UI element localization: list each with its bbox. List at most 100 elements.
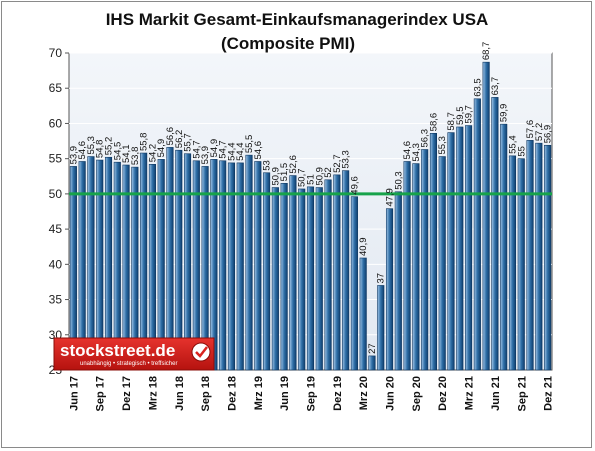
data-label: 55,7 [183, 133, 194, 152]
x-axis-ticks: Jun 17 Sep 17 Dez 17 Mrz 18 Jun 18 Sep 18 Dez … [68, 376, 554, 411]
bar [166, 147, 174, 371]
x-tick-label: Jun 17 [68, 376, 80, 411]
bar-series [69, 61, 552, 371]
y-tick-label: 40 [49, 257, 63, 271]
bar [456, 126, 464, 371]
data-label: 54,7 [191, 140, 202, 159]
bar [236, 162, 244, 371]
data-label: 37 [376, 273, 387, 284]
data-label: 54,5 [112, 142, 123, 161]
bar [359, 257, 367, 371]
bar [403, 161, 411, 371]
bar [368, 355, 376, 371]
data-label: 63,7 [490, 77, 501, 96]
bar [377, 285, 385, 371]
checkmark-icon [191, 342, 211, 362]
bar [219, 160, 227, 371]
data-label: 57,6 [525, 120, 536, 139]
data-label: 55,3 [437, 136, 448, 155]
bar [289, 175, 297, 371]
bar [544, 144, 552, 371]
data-label: 49,6 [349, 176, 360, 195]
bar [333, 174, 341, 371]
bar [263, 172, 271, 371]
data-labels: 53,954,655,354,855,254,554,153,855,854,2… [68, 42, 553, 354]
bar [245, 154, 253, 371]
bar [280, 183, 288, 371]
data-label: 52,7 [332, 154, 343, 173]
data-label: 54,8 [95, 140, 106, 159]
bar [412, 163, 420, 371]
data-label: 55,3 [86, 136, 97, 155]
data-label: 54,6 [77, 141, 88, 160]
bar [447, 132, 455, 371]
bar [535, 142, 543, 371]
y-tick-label: 50 [49, 187, 63, 201]
data-label: 53,3 [341, 150, 352, 169]
x-tick-label: Jun 20 [385, 376, 397, 411]
data-label: 58,7 [446, 112, 457, 131]
data-label: 47,9 [385, 188, 396, 207]
data-label: 55,8 [139, 133, 150, 152]
logo-name: stockstreet.de [60, 341, 175, 360]
data-label: 53,8 [130, 147, 141, 166]
data-label: 63,5 [472, 78, 483, 97]
y-tick-label: 60 [49, 116, 63, 130]
data-label: 54,4 [226, 142, 237, 161]
x-tick-label: Dez 20 [437, 376, 449, 411]
x-tick-label: Sep 17 [95, 376, 107, 411]
bar [306, 186, 315, 371]
data-label: 68,7 [481, 42, 492, 61]
data-label: 53,9 [68, 146, 79, 165]
data-label: 51,5 [279, 163, 290, 182]
y-tick-label: 55 [49, 152, 63, 166]
data-label: 50,9 [270, 167, 281, 186]
chart-title: IHS Markit Gesamt-Einkaufsmanagerindex U… [106, 10, 489, 29]
data-label: 27 [367, 343, 378, 354]
data-label: 54,9 [156, 139, 167, 158]
x-tick-label: Mrz 19 [253, 376, 265, 410]
data-label: 54,4 [235, 142, 246, 161]
x-tick-label: Mrz 21 [464, 376, 476, 410]
data-label: 56,6 [165, 127, 176, 146]
data-label: 40,9 [358, 237, 369, 256]
data-label: 55,5 [244, 135, 255, 154]
bar [500, 123, 508, 371]
checkmark-icon-path [195, 346, 208, 358]
x-tick-label: Sep 20 [411, 376, 423, 411]
y-axis-ticks: 25303540455055606570 [49, 46, 69, 377]
data-label: 54,7 [218, 140, 229, 159]
x-tick-label: Jun 18 [174, 376, 186, 411]
x-tick-label: Dez 18 [226, 376, 238, 411]
x-tick-label: Sep 19 [306, 376, 318, 411]
bar [385, 208, 394, 371]
data-label: 50,3 [393, 171, 404, 190]
bar [429, 133, 437, 371]
data-label: 54,3 [411, 143, 422, 162]
data-label: 53 [262, 160, 273, 171]
data-label: 52,6 [288, 155, 299, 174]
bar [421, 149, 429, 371]
x-tick-label: Mrz 20 [358, 376, 370, 410]
data-label: 59,7 [464, 105, 475, 124]
bar [526, 140, 534, 371]
bar [140, 152, 148, 371]
bar [482, 61, 490, 371]
data-label: 55,2 [104, 137, 115, 156]
data-label: 56,9 [543, 125, 554, 144]
data-label: 55 [516, 146, 527, 157]
data-label: 54,6 [253, 141, 264, 160]
data-label: 55,4 [507, 135, 518, 154]
bar [175, 149, 183, 371]
bar [508, 155, 517, 371]
x-tick-label: Dez 17 [121, 376, 133, 411]
logo-tagline: unabhängig • strategisch • treffsicher [80, 361, 177, 367]
bar [473, 98, 481, 371]
data-label: 56,3 [420, 129, 431, 148]
x-tick-label: Dez 19 [332, 376, 344, 411]
data-label: 57,2 [534, 123, 545, 142]
x-tick-label: Dez 21 [543, 376, 555, 411]
bar [227, 162, 236, 371]
chart-subtitle: (Composite PMI) [221, 34, 355, 53]
